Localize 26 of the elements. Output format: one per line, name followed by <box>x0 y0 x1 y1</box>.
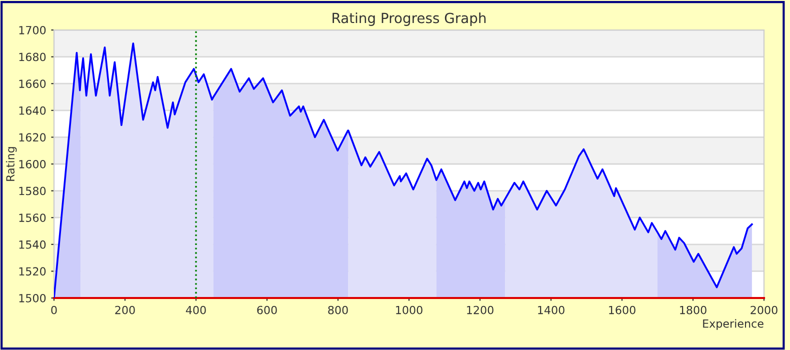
x-tick-label: 600 <box>257 306 277 314</box>
x-tick-label: 1600 <box>609 306 636 314</box>
y-tick-label: 1580 <box>19 186 46 196</box>
y-tick-label: 1600 <box>19 160 46 168</box>
y-tick-label: 1500 <box>19 294 46 302</box>
x-tick-label: 800 <box>328 306 348 314</box>
y-axis-title: Rating <box>6 147 17 181</box>
line-series <box>54 42 753 298</box>
y-tick-label: 1520 <box>19 267 46 276</box>
x-tick-label: 1000 <box>396 306 422 314</box>
y-tick-label: 1700 <box>19 26 46 34</box>
chart-title: Rating Progress Graph <box>332 12 486 26</box>
y-tick-label: 1540 <box>19 240 46 249</box>
y-tick-label: 1660 <box>19 80 46 88</box>
y-tick-label: 1680 <box>19 52 46 62</box>
y-tick-label: 1560 <box>19 214 46 222</box>
x-axis-title: Experience <box>703 319 764 330</box>
x-tick-label: 0 <box>51 306 57 314</box>
y-tick-label: 1620 <box>19 133 46 142</box>
x-tick-label: 400 <box>186 306 206 314</box>
x-tick-label: 1400 <box>538 306 564 314</box>
x-tick-label: 200 <box>115 306 135 314</box>
x-tick-label: 1800 <box>680 306 706 314</box>
x-tick-label: 1200 <box>467 306 494 314</box>
y-tick-label: 1640 <box>19 106 46 115</box>
x-tick-label: 2000 <box>750 306 778 314</box>
